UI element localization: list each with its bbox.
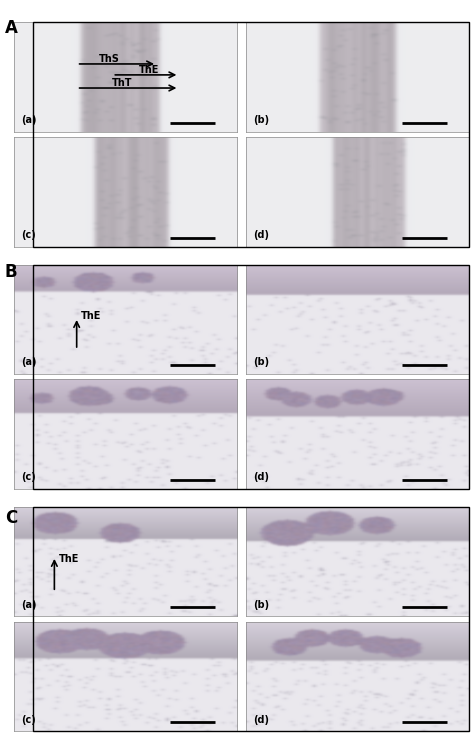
Text: (d): (d) bbox=[253, 472, 269, 483]
Text: (a): (a) bbox=[21, 357, 36, 368]
Text: ThE: ThE bbox=[59, 554, 79, 563]
Text: (d): (d) bbox=[253, 715, 269, 724]
Text: (b): (b) bbox=[253, 357, 269, 368]
Text: (a): (a) bbox=[21, 600, 36, 609]
Text: ThS: ThS bbox=[99, 54, 120, 63]
Text: C: C bbox=[5, 509, 17, 527]
Text: (d): (d) bbox=[253, 230, 269, 240]
Text: (c): (c) bbox=[21, 715, 36, 724]
Text: (b): (b) bbox=[253, 600, 269, 609]
Text: (b): (b) bbox=[253, 115, 269, 125]
Text: A: A bbox=[5, 19, 18, 37]
Text: (c): (c) bbox=[21, 472, 36, 483]
Text: ThE: ThE bbox=[139, 65, 160, 75]
Text: ThT: ThT bbox=[112, 78, 133, 88]
Text: B: B bbox=[5, 263, 18, 280]
Text: (c): (c) bbox=[21, 230, 36, 240]
Text: (a): (a) bbox=[21, 115, 36, 125]
Text: ThE: ThE bbox=[81, 311, 101, 322]
